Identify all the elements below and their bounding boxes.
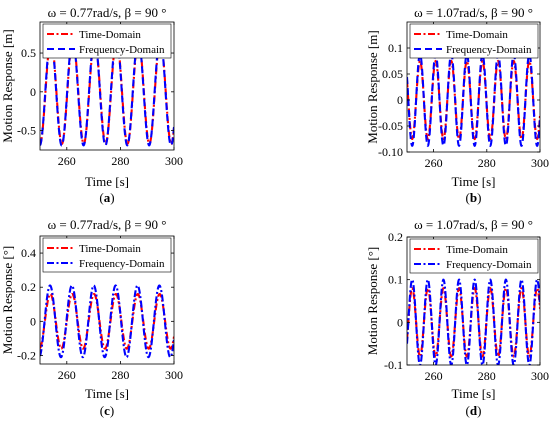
- series-line-frequency-domain: [40, 37, 174, 147]
- legend-entry: Time-Domain: [79, 29, 141, 41]
- series-group: [407, 278, 540, 365]
- chart-title: ω = 1.07rad/s, β = 90 °: [414, 5, 533, 20]
- x-tick-label: 260: [58, 154, 76, 168]
- y-tick-label: -0.10: [378, 145, 403, 159]
- y-tick-label: 0.2: [388, 230, 403, 244]
- legend-box: [42, 23, 172, 59]
- y-tick-label: -0.5: [17, 124, 36, 138]
- y-tick-label: -0.2: [17, 348, 36, 362]
- y-axis-label: Motion Response [m]: [0, 29, 15, 142]
- x-tick-label: 280: [478, 156, 496, 170]
- panel-caption: (a): [99, 190, 114, 205]
- y-tick-label: 0: [397, 93, 403, 107]
- panel-caption: (d): [466, 403, 482, 418]
- panel-b: 260 280 300 -0.10 -0.05 0 0.05 0.1 ω = 1.07rad/s…: [365, 5, 549, 205]
- legend-entry: Time-Domain: [446, 244, 508, 256]
- series-line-frequency-domain: [407, 278, 540, 365]
- x-axis-label: Time [s]: [85, 386, 129, 401]
- x-axis-label: Time [s]: [452, 386, 496, 401]
- chart-title: ω = 0.77rad/s, β = 90 °: [48, 5, 167, 20]
- series-line-frequency-domain: [407, 52, 540, 148]
- panel-c: 260 280 300 -0.2 0 0.2 0.4 ω = 0.77rad/s, β = 9…: [0, 217, 183, 418]
- y-tick-label: 0: [397, 315, 403, 329]
- axes-box: [406, 236, 541, 366]
- x-tick-label: 280: [478, 369, 496, 383]
- series-line-time-domain: [407, 59, 540, 141]
- legend: Time-Domain Frequency-Domain: [42, 23, 172, 59]
- axes-box: [406, 21, 541, 153]
- y-tick-label: 0.2: [21, 280, 36, 294]
- legend: Time-Domain Frequency-Domain: [42, 237, 172, 273]
- panel-caption: (b): [466, 190, 482, 205]
- x-axis-label: Time [s]: [85, 174, 129, 189]
- legend-box: [409, 23, 539, 59]
- y-tick-label: 0.05: [382, 67, 403, 81]
- chart-title: ω = 0.77rad/s, β = 90 °: [48, 217, 167, 232]
- y-tick-label: 0.5: [21, 46, 36, 60]
- legend-entry: Frequency-Domain: [446, 44, 532, 56]
- panel-a: 260 280 300 -0.5 0 0.5 ω = 0.77rad/s, β = 90 °…: [0, 5, 183, 205]
- legend-box: [409, 238, 539, 274]
- legend-entry: Frequency-Domain: [446, 259, 532, 271]
- legend-box: [42, 237, 172, 273]
- x-tick-label: 260: [425, 369, 443, 383]
- y-tick-label: 0.1: [388, 41, 403, 55]
- x-tick-label: 280: [111, 368, 129, 382]
- legend-entry: Frequency-Domain: [79, 44, 165, 56]
- y-tick-label: 0.1: [388, 273, 403, 287]
- legend: Time-Domain Frequency-Domain: [409, 23, 539, 59]
- panel-caption: (c): [100, 403, 114, 418]
- axes-box: [39, 21, 175, 151]
- x-tick-label: 260: [58, 368, 76, 382]
- y-tick-label: 0: [30, 85, 36, 99]
- panel-d: 260 280 300 -0.1 0 0.1 0.2 ω = 1.07rad/s, β = 9…: [365, 217, 549, 418]
- chart-title: ω = 1.07rad/s, β = 90 °: [414, 217, 533, 232]
- legend: Time-Domain Frequency-Domain: [409, 238, 539, 274]
- x-tick-label: 300: [531, 369, 549, 383]
- y-tick-label: -0.1: [384, 358, 403, 372]
- series-group: [407, 52, 540, 148]
- y-tick-label: 0.4: [21, 246, 36, 260]
- y-axis-label: Motion Response [°]: [365, 247, 380, 355]
- legend-entry: Time-Domain: [79, 243, 141, 255]
- y-tick-label: 0: [30, 314, 36, 328]
- x-tick-label: 300: [165, 154, 183, 168]
- y-axis-label: Motion Response [°]: [0, 246, 15, 354]
- legend-entry: Frequency-Domain: [79, 258, 165, 270]
- series-group: [40, 284, 174, 359]
- x-tick-label: 300: [165, 368, 183, 382]
- legend-entry: Time-Domain: [446, 29, 508, 41]
- x-axis-label: Time [s]: [452, 174, 496, 189]
- series-line-frequency-domain: [40, 284, 174, 359]
- axes-box: [39, 235, 175, 365]
- x-tick-label: 280: [111, 154, 129, 168]
- x-tick-label: 300: [531, 156, 549, 170]
- y-tick-label: -0.05: [378, 119, 403, 133]
- series-group: [40, 37, 174, 147]
- x-tick-label: 260: [425, 156, 443, 170]
- y-axis-label: Motion Response [m]: [365, 30, 380, 143]
